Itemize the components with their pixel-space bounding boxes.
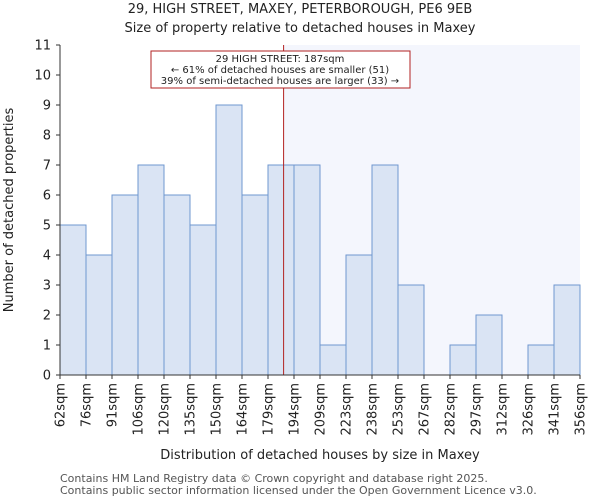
x-tick-label: 341sqm	[548, 383, 563, 436]
x-tick-label: 194sqm	[288, 383, 303, 436]
bar-76sqm	[85, 254, 113, 376]
bar-253sqm	[397, 284, 425, 376]
x-tick-label: 91sqm	[106, 383, 121, 427]
larger-region-highlight	[283, 45, 580, 375]
y-tick-label: 5	[43, 219, 51, 234]
bar-238sqm	[371, 164, 399, 376]
bar-62sqm	[59, 224, 87, 376]
annotation-line-1: 29 HIGH STREET: 187sqm	[216, 54, 345, 65]
annotation-box: 29 HIGH STREET: 187sqm ← 61% of detached…	[150, 50, 411, 89]
bar-120sqm	[163, 194, 191, 376]
y-tick-label: 1	[43, 339, 51, 354]
y-tick-label: 9	[43, 99, 51, 114]
x-axis-label: Distribution of detached houses by size …	[160, 448, 480, 463]
x-tick-label: 282sqm	[444, 383, 459, 436]
footer-attribution-2: Contains public sector information licen…	[60, 484, 537, 497]
chart-title: 29, HIGH STREET, MAXEY, PETERBOROUGH, PE…	[128, 2, 473, 17]
x-tick-label: 267sqm	[418, 383, 433, 436]
bar-194sqm	[293, 164, 321, 376]
annotation-line-3: 39% of semi-detached houses are larger (…	[161, 76, 399, 87]
x-tick-label: 253sqm	[392, 383, 407, 436]
bar-282sqm	[449, 344, 477, 376]
x-tick-label: 76sqm	[80, 383, 95, 427]
y-tick-label: 7	[43, 159, 51, 174]
annotation-frame	[150, 50, 411, 89]
x-tick-label: 150sqm	[210, 383, 225, 436]
x-tick-label: 238sqm	[366, 383, 381, 436]
x-tick-label: 179sqm	[262, 383, 277, 436]
y-tick-label: 2	[43, 309, 51, 324]
x-tick-label: 120sqm	[158, 383, 173, 436]
bar-209sqm	[319, 344, 347, 376]
bar-341sqm	[553, 284, 581, 376]
y-tick-label: 10	[34, 69, 51, 84]
bar-164sqm	[241, 194, 269, 376]
bar-150sqm	[215, 104, 243, 376]
x-tick-label: 62sqm	[54, 383, 69, 427]
annotation-line-2: ← 61% of detached houses are smaller (51…	[171, 65, 389, 76]
y-tick-label: 4	[43, 249, 51, 264]
y-ticks: 0 1 2 3 4 5 6 7 8 9 10 11	[34, 39, 60, 384]
bar-297sqm	[475, 314, 503, 376]
bar-135sqm	[189, 224, 217, 376]
y-tick-label: 8	[43, 129, 51, 144]
y-axis-label: Number of detached properties	[2, 108, 17, 313]
x-tick-label: 356sqm	[574, 383, 589, 436]
bar-106sqm	[137, 164, 165, 376]
x-tick-label: 312sqm	[496, 383, 511, 436]
y-tick-label: 6	[43, 189, 51, 204]
bar-91sqm	[111, 194, 139, 376]
bar-223sqm	[345, 254, 373, 376]
y-tick-label: 0	[43, 369, 51, 384]
x-tick-label: 106sqm	[132, 383, 147, 436]
y-tick-label: 3	[43, 279, 51, 294]
x-tick-label: 164sqm	[236, 383, 251, 436]
y-tick-label: 11	[34, 39, 51, 54]
bars	[59, 104, 581, 376]
x-tick-label: 326sqm	[522, 383, 537, 436]
bar-326sqm	[527, 344, 555, 376]
x-tick-label: 209sqm	[314, 383, 329, 436]
x-ticks: 62sqm 76sqm 91sqm 106sqm 120sqm 135sqm 150sqm 1…	[54, 375, 589, 436]
x-tick-label: 223sqm	[340, 383, 355, 436]
x-tick-label: 135sqm	[184, 383, 199, 436]
footer-attribution-1: Contains HM Land Registry data © Crown c…	[60, 472, 488, 485]
chart-subtitle: Size of property relative to detached ho…	[125, 21, 476, 36]
bar-179sqm	[267, 164, 295, 376]
x-tick-label: 297sqm	[470, 383, 485, 436]
